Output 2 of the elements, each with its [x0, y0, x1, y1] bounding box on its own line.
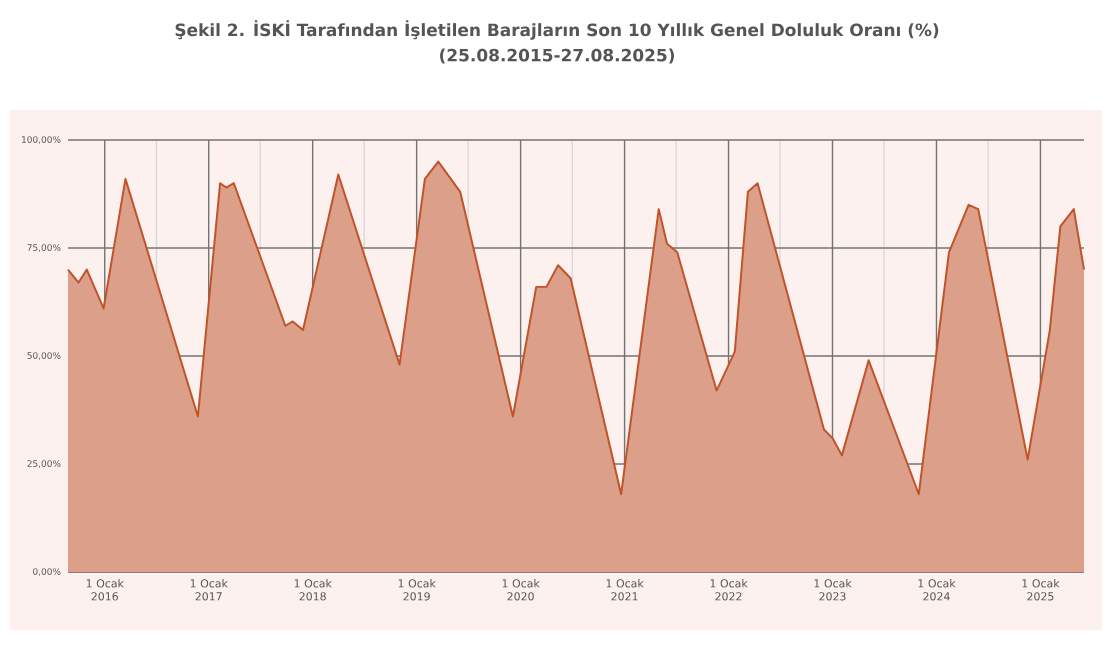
chart-subtitle: (25.08.2015-27.08.2025)	[440, 48, 674, 64]
chart-title: Şekil 2. İSKİ Tarafından İşletilen Barajların Son 10 Yıllık Genel Doluluk Oranı (%)	[175, 20, 939, 40]
